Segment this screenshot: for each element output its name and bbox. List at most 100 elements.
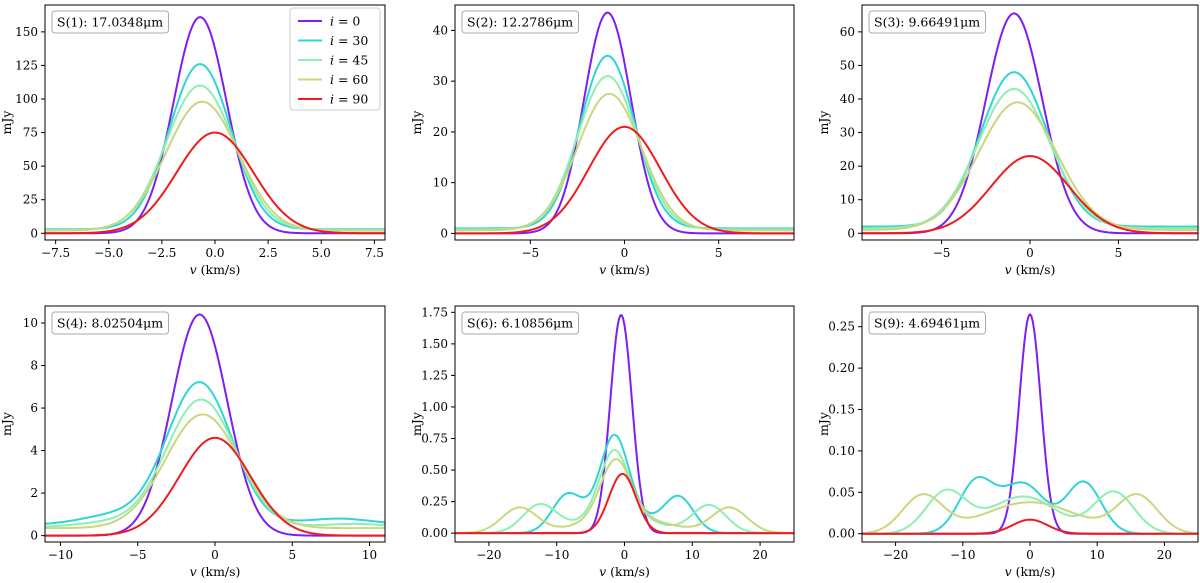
legend-label-i0: i = 0 xyxy=(330,14,360,29)
panel-title: S(4): 8.02504μm xyxy=(57,316,163,331)
series-line-i0 xyxy=(45,16,385,235)
y-tick-label: 0 xyxy=(440,226,448,240)
y-tick-label: 10 xyxy=(23,316,38,330)
series-line-i90 xyxy=(455,472,794,535)
legend-label-i30: i = 30 xyxy=(330,33,368,48)
series-line-i30 xyxy=(862,476,1198,535)
panel-1: −7.5 −5.0 −2.5 0.0 2.5 5.0 7.5 0 25 50 75 100 125 150… xyxy=(0,4,386,277)
legend: i = 0 i = 30 i = 45 i = 60 i = 90 xyxy=(289,7,381,111)
panel-title: S(1): 17.0348μm xyxy=(57,15,163,30)
y-tick-label: 50 xyxy=(23,159,38,173)
y-tick-label: 0.50 xyxy=(421,463,448,477)
y-tick-label: 30 xyxy=(433,74,448,88)
panel-6: −20 −10 0 10 20 0.00 0.05 0.10 0.15 0.20 0.25 v (km… xyxy=(816,305,1199,579)
x-tick-label: 0 xyxy=(1026,246,1034,260)
series-group xyxy=(45,313,385,537)
y-tick-label: 1.75 xyxy=(421,305,448,319)
series-line-i60 xyxy=(45,100,385,232)
y-tick-label: 8 xyxy=(30,359,38,373)
series-group xyxy=(455,314,794,535)
legend-label-i60: i = 60 xyxy=(330,72,368,87)
x-tick-label: 0 xyxy=(621,246,629,260)
y-tick-label: 75 xyxy=(23,126,38,140)
panel-title-box xyxy=(51,311,169,335)
x-tick-label: −5 xyxy=(521,246,539,260)
y-tick-label: 1.00 xyxy=(421,400,448,414)
plot-frame xyxy=(44,305,386,543)
series-line-i30 xyxy=(862,71,1198,228)
panel-title: S(9): 4.69461μm xyxy=(874,316,980,331)
x-axis-var: v xyxy=(599,564,606,579)
plot-frame xyxy=(454,4,795,241)
panel-title-box xyxy=(51,10,169,34)
x-tick-label: 5 xyxy=(715,246,723,260)
panel-title-box xyxy=(461,311,579,335)
series-group xyxy=(455,11,794,235)
x-axis-unit: (km/s) xyxy=(606,564,650,579)
x-tick-label: 20 xyxy=(752,548,767,562)
panel-2: −5 0 5 0 10 20 30 40 v (km/s) mJy S(2): 12.2786μm xyxy=(409,4,795,277)
series-group xyxy=(862,12,1198,235)
y-axis-label: mJy xyxy=(816,411,831,436)
x-tick-label: 10 xyxy=(362,548,377,562)
series-line-i60 xyxy=(862,101,1198,231)
y-tick-label: 30 xyxy=(840,126,855,140)
y-tick-label: 10 xyxy=(840,193,855,207)
y-axis-label: mJy xyxy=(409,110,424,135)
x-tick-label: 10 xyxy=(685,548,700,562)
x-tick-label: 0.0 xyxy=(205,246,224,260)
series-line-i30 xyxy=(45,381,385,525)
x-axis-var: v xyxy=(599,262,606,277)
y-tick-label: 0.25 xyxy=(421,495,448,509)
y-tick-label: 0.05 xyxy=(828,485,855,499)
series-line-i30 xyxy=(455,433,794,535)
y-tick-label: 0.75 xyxy=(421,432,448,446)
y-tick-label: 50 xyxy=(840,58,855,72)
x-tick-label: 0 xyxy=(1026,548,1034,562)
y-tick-label: 10 xyxy=(433,176,448,190)
panel-5: −20 −10 0 10 20 0.00 0.25 0.50 0.75 1.00 1.25 1.50 1… xyxy=(409,305,795,579)
x-axis-label: v (km/s) xyxy=(599,262,650,277)
panel-4: −10 −5 0 5 10 0 2 4 6 8 10 v (km/s) mJy S(4): 8.02504… xyxy=(0,305,386,579)
y-axis-label: mJy xyxy=(0,110,14,135)
series-line-i60 xyxy=(455,92,794,232)
series-line-i45 xyxy=(862,488,1198,535)
series-line-i60 xyxy=(45,413,385,530)
y-axis-label: mJy xyxy=(0,411,14,436)
legend-label-i90: i = 90 xyxy=(330,92,368,107)
x-tick-label: −2.5 xyxy=(147,246,176,260)
plot-frame xyxy=(861,4,1199,241)
legend-label-i45: i = 45 xyxy=(330,53,368,68)
y-tick-label: 25 xyxy=(23,193,38,207)
panel-title-box xyxy=(868,10,986,34)
y-tick-label: 0 xyxy=(847,226,855,240)
x-tick-label: 10 xyxy=(1090,548,1105,562)
x-tick-label: −10 xyxy=(544,548,569,562)
series-line-i45 xyxy=(45,398,385,528)
x-axis-label: v (km/s) xyxy=(190,262,241,277)
panel-title-box xyxy=(461,10,579,34)
x-axis-var: v xyxy=(1005,564,1012,579)
y-tick-label: 20 xyxy=(840,159,855,173)
y-tick-label: 150 xyxy=(15,25,38,39)
series-line-i0 xyxy=(455,11,794,235)
x-tick-label: 5 xyxy=(288,548,296,562)
x-axis-label: v (km/s) xyxy=(1005,564,1056,579)
x-tick-label: −10 xyxy=(48,548,73,562)
x-tick-label: 7.5 xyxy=(365,246,384,260)
x-axis-var: v xyxy=(1005,262,1012,277)
x-tick-label: 5 xyxy=(1115,246,1123,260)
x-axis-label: v (km/s) xyxy=(1005,262,1056,277)
y-tick-label: 40 xyxy=(433,23,448,37)
y-tick-label: 100 xyxy=(15,92,38,106)
x-tick-label: 0 xyxy=(211,548,219,562)
y-tick-label: 0.10 xyxy=(828,444,855,458)
x-axis-unit: (km/s) xyxy=(1012,262,1056,277)
x-tick-label: 2.5 xyxy=(259,246,278,260)
x-tick-label: 0 xyxy=(621,548,629,562)
series-line-i90 xyxy=(862,518,1198,535)
series-line-i90 xyxy=(45,436,385,537)
series-line-i90 xyxy=(862,155,1198,235)
x-tick-label: 5.0 xyxy=(312,246,331,260)
